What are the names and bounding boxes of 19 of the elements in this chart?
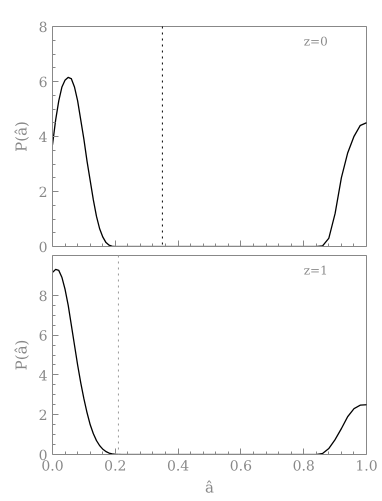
y-tick-label: 2 <box>38 185 48 201</box>
y-tick-label: 4 <box>38 130 48 146</box>
x-tick-label: 1.0 <box>355 458 378 474</box>
x-tick-label: 0.6 <box>230 458 252 474</box>
x-tick-label: 0.2 <box>104 458 126 474</box>
annotation: z=1 <box>304 264 328 278</box>
y-tick-label: 8 <box>38 20 48 36</box>
x-tick-label: 0.4 <box>166 458 190 474</box>
y-tick-label: 0 <box>38 240 48 256</box>
x-axis-title: â <box>205 478 214 496</box>
y-tick-label: 6 <box>38 328 48 345</box>
y-tick-label: 6 <box>38 75 48 91</box>
y-axis-title: P(â) <box>12 340 31 370</box>
y-tick-label: 4 <box>38 368 48 384</box>
y-axis-title: P(â) <box>12 121 31 152</box>
x-tick-label: 0.8 <box>292 458 315 474</box>
y-tick-label: 2 <box>38 408 48 424</box>
annotation: z=0 <box>304 34 328 48</box>
y-tick-label: 8 <box>38 288 48 305</box>
